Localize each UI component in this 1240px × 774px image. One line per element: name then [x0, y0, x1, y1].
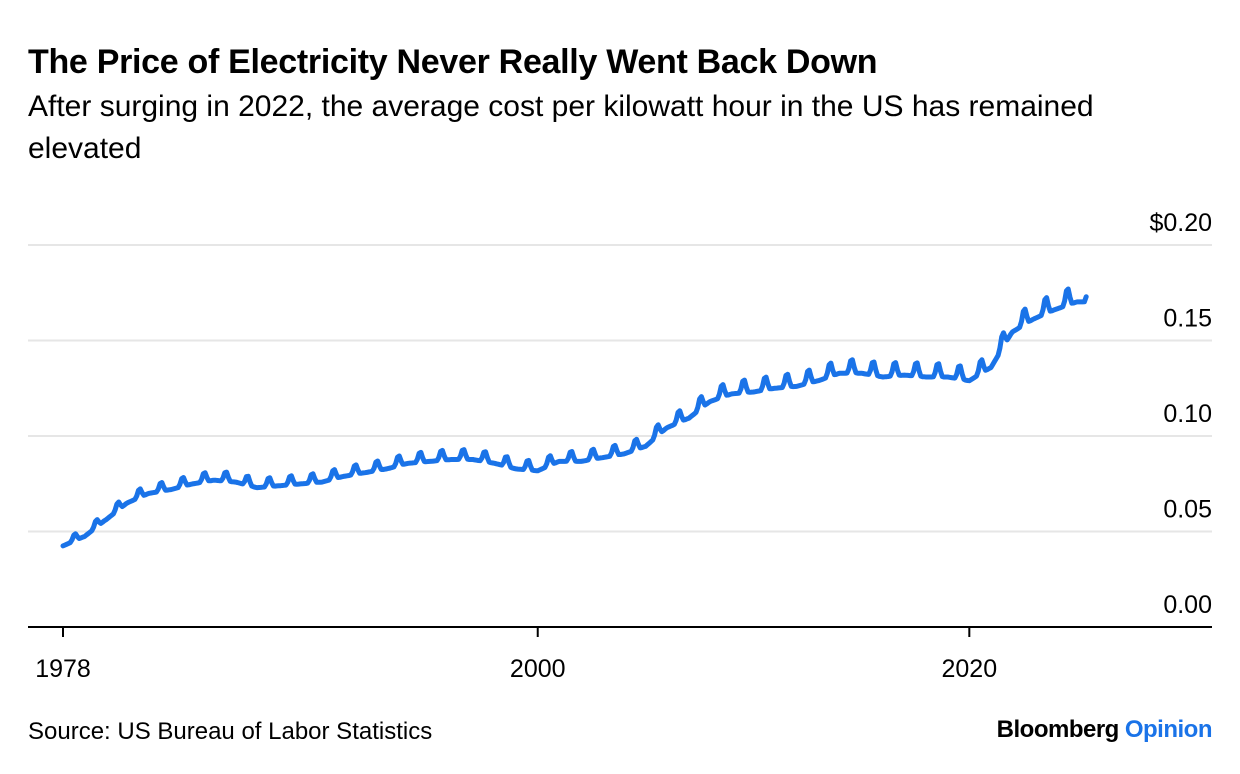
y-tick-label: $0.20 [1149, 209, 1212, 237]
brand-section: Opinion [1124, 716, 1213, 743]
x-tick-label: 2020 [942, 655, 998, 683]
y-tick-label: 0.05 [1163, 496, 1212, 524]
chart-subtitle: After surging in 2022, the average cost … [28, 90, 1094, 165]
gridlines [28, 244, 1212, 628]
x-tick-label: 1978 [35, 655, 91, 683]
brand-logo: Bloomberg Opinion [996, 714, 1213, 746]
brand-name: Bloomberg [996, 716, 1120, 743]
electricity-price-line [60, 286, 1089, 549]
y-tick-label: 0.15 [1163, 305, 1212, 333]
chart-title: The Price of Electricity Never Really We… [28, 43, 878, 81]
y-tick-label: 0.10 [1163, 400, 1212, 428]
line-chart: $0.20 0.15 0.10 0.05 0.00 1978 2000 2020 [28, 209, 1212, 683]
source-note: Source: US Bureau of Labor Statistics [28, 718, 433, 745]
y-tick-label: 0.00 [1163, 591, 1212, 619]
x-axis-ticks: 1978 2000 2020 [35, 627, 997, 683]
x-tick-label: 2000 [510, 655, 566, 683]
y-axis-ticks: $0.20 0.15 0.10 0.05 0.00 [1149, 209, 1212, 619]
series-layer [60, 286, 1089, 549]
